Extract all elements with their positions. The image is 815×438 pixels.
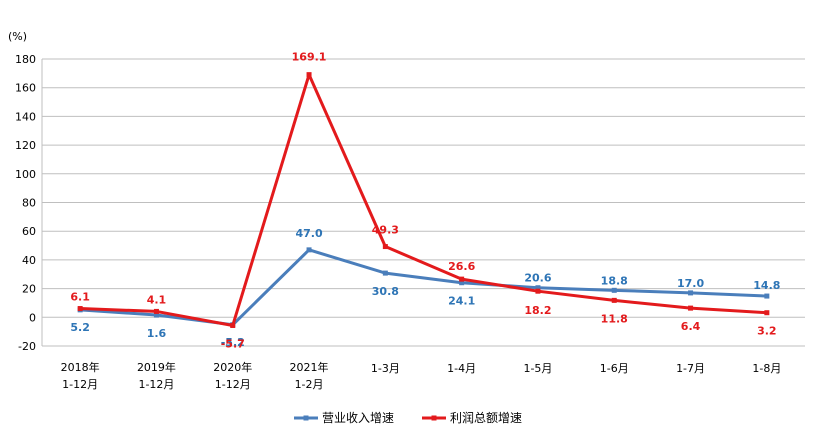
- x-axis-ticks: 2018年 1-12月 2019年 1-12月 2020年 1-12月 2021年 1-2月 1…: [61, 360, 782, 391]
- series-line-1: [80, 248, 767, 327]
- x-tick-label: 1-4月: [447, 362, 476, 375]
- data-label: 4.1: [147, 293, 167, 306]
- x-tick-label: 1-7月: [676, 362, 705, 375]
- data-label: 47.0: [295, 227, 322, 240]
- x-tick-label: 1-12月: [62, 378, 98, 391]
- data-point: [153, 308, 159, 314]
- data-point: [382, 270, 388, 276]
- legend-label: 利润总额增速: [450, 411, 522, 425]
- x-tick-label: 1-8月: [752, 362, 781, 375]
- x-tick-label: 1-12月: [215, 378, 251, 391]
- y-tick-label: 120: [15, 139, 36, 152]
- data-point: [382, 244, 388, 250]
- data-point: [688, 305, 694, 311]
- data-point: [77, 306, 83, 312]
- y-tick-label: 160: [15, 82, 36, 95]
- data-point: [230, 322, 236, 328]
- y-tick-label: 80: [22, 197, 36, 210]
- legend-marker: [431, 415, 437, 421]
- legend-label: 营业收入增速: [322, 411, 394, 425]
- y-tick-label: -20: [18, 340, 36, 353]
- data-point: [153, 312, 159, 318]
- data-label: 18.8: [601, 274, 628, 287]
- data-label: 49.3: [372, 224, 399, 237]
- data-labels: 5.2 1.6 -5.2 47.0 30.8 24.1 20.6 18.8 17.0 14.8 6.…: [70, 51, 780, 351]
- data-label: 169.1: [292, 51, 327, 64]
- x-tick-label: 2018年: [61, 360, 100, 374]
- data-label: 20.6: [524, 272, 551, 285]
- data-label: 5.2: [70, 321, 90, 334]
- y-tick-label: 140: [15, 110, 36, 123]
- data-label: 6.4: [681, 320, 701, 333]
- y-tick-label: 180: [15, 53, 36, 66]
- legend: 营业收入增速 利润总额增速: [294, 411, 522, 425]
- data-point: [459, 276, 465, 282]
- y-axis-ticks: -20 0 20 40 60 80 100 120 140 160 180: [15, 53, 36, 353]
- x-tick-label: 1-12月: [138, 378, 174, 391]
- y-tick-label: 40: [22, 254, 36, 267]
- data-point: [611, 297, 617, 303]
- series-layer: [77, 72, 770, 328]
- data-point: [306, 247, 312, 253]
- data-point: [764, 310, 770, 316]
- data-point: [535, 288, 541, 294]
- y-tick-label: 20: [22, 283, 36, 296]
- x-tick-label: 2019年: [137, 360, 176, 374]
- data-label: -5.2: [221, 336, 245, 349]
- data-label: 14.8: [753, 279, 780, 292]
- x-tick-label: 2021年: [290, 360, 329, 374]
- data-label: -5.7: [221, 337, 245, 350]
- data-point: [459, 280, 465, 286]
- data-point: [611, 287, 617, 293]
- legend-marker: [303, 415, 309, 421]
- data-point: [688, 290, 694, 296]
- data-label: 30.8: [372, 285, 399, 298]
- data-label: 3.2: [757, 325, 777, 338]
- y-axis-unit-label: (%): [8, 30, 27, 43]
- data-label: 6.1: [70, 291, 90, 304]
- x-tick-label: 1-3月: [371, 362, 400, 375]
- y-tick-label: 60: [22, 225, 36, 238]
- y-tick-label: 100: [15, 168, 36, 181]
- data-label: 17.0: [677, 277, 704, 290]
- data-point: [535, 285, 541, 291]
- series-line-2: [80, 73, 767, 327]
- y-tick-label: 0: [29, 311, 36, 324]
- x-tick-label: 1-5月: [523, 362, 552, 375]
- data-label: 11.8: [601, 312, 628, 325]
- x-tick-label: 1-6月: [600, 362, 629, 375]
- data-label: 24.1: [448, 295, 475, 308]
- data-point: [306, 72, 312, 78]
- data-point: [764, 293, 770, 299]
- data-label: 26.6: [448, 260, 475, 273]
- data-label: 18.2: [524, 304, 551, 317]
- x-tick-label: 2020年: [213, 360, 252, 374]
- data-label: 1.6: [147, 327, 167, 340]
- x-tick-label: 1-2月: [295, 378, 324, 391]
